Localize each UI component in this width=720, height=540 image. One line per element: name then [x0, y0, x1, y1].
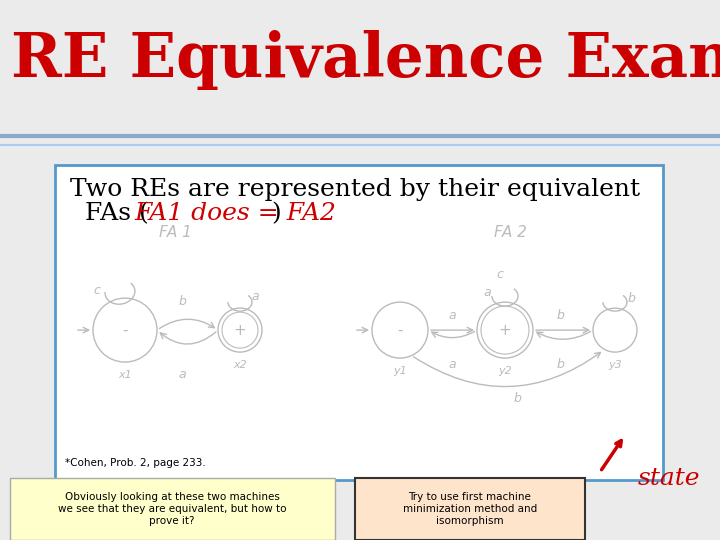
Text: c: c: [497, 268, 503, 281]
Text: x1: x1: [118, 370, 132, 380]
Text: RE Equivalence Example*: RE Equivalence Example*: [11, 30, 720, 91]
Text: b: b: [179, 295, 186, 308]
Text: c: c: [94, 284, 100, 296]
Text: b: b: [513, 392, 521, 405]
Text: -: -: [122, 322, 127, 338]
Text: a: a: [179, 368, 186, 381]
Text: +: +: [499, 322, 511, 338]
Text: FAs (: FAs (: [85, 202, 149, 225]
Text: y3: y3: [608, 360, 622, 370]
Text: ): ): [271, 202, 281, 225]
Text: -: -: [397, 322, 402, 338]
FancyBboxPatch shape: [10, 478, 335, 540]
Text: FA 2: FA 2: [494, 225, 526, 240]
Text: FA 1: FA 1: [158, 225, 192, 240]
FancyBboxPatch shape: [355, 478, 585, 540]
Text: b: b: [556, 358, 564, 371]
Text: state: state: [638, 467, 701, 490]
Text: x2: x2: [233, 360, 247, 370]
Text: Obviously looking at these two machines
we see that they are equivalent, but how: Obviously looking at these two machines …: [58, 492, 287, 525]
Text: Try to use first machine
minimization method and
isomorphism: Try to use first machine minimization me…: [403, 492, 537, 525]
Text: a: a: [449, 358, 456, 371]
FancyBboxPatch shape: [55, 165, 663, 480]
Text: a: a: [483, 286, 491, 299]
Text: FA1 does = FA2: FA1 does = FA2: [134, 202, 336, 225]
Text: a: a: [251, 289, 258, 302]
Text: b: b: [556, 309, 564, 322]
Text: +: +: [233, 322, 246, 338]
Text: Two REs are represented by their equivalent: Two REs are represented by their equival…: [70, 178, 640, 201]
Text: b: b: [627, 292, 635, 305]
Text: y2: y2: [498, 366, 512, 376]
Text: y1: y1: [393, 366, 407, 376]
Text: *Cohen, Prob. 2, page 233.: *Cohen, Prob. 2, page 233.: [65, 458, 206, 468]
Text: a: a: [449, 309, 456, 322]
